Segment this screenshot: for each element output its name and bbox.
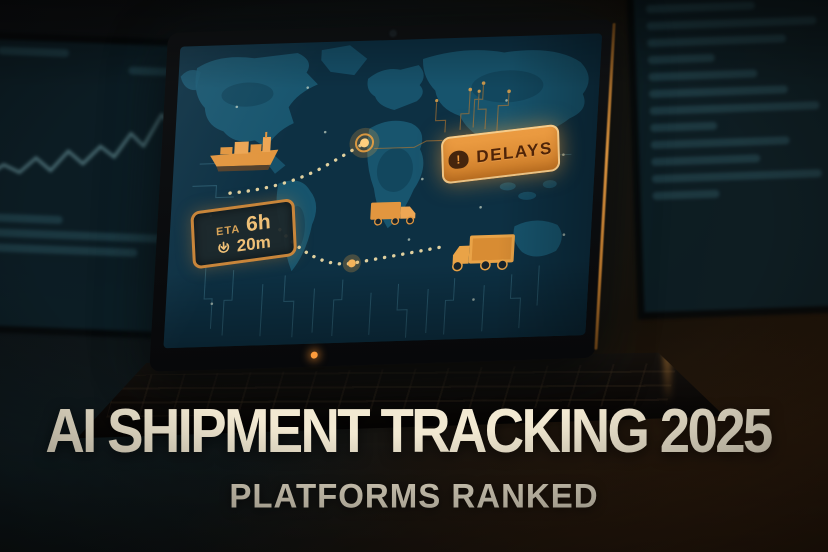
headline-subtitle: PLATFORMS RANKED [229,476,599,515]
webcam-icon [390,30,396,37]
blurred-text-row [650,136,790,150]
blurred-text-row [0,228,172,244]
alert-cloud-icon: ! [448,148,469,170]
blurred-text-row [650,121,718,133]
blurred-text-row [651,154,761,167]
blurred-text-row [647,53,716,65]
blurred-text-row [0,46,70,58]
headline-title: AI SHIPMENT TRACKING 2025 [45,397,773,466]
blurred-text-row [652,189,720,201]
delivery-truck-icon [452,234,515,272]
power-indicator-dot [310,351,318,359]
shipment-map-screen: ! DELAYS ETA 6h 20m [163,33,603,349]
blurred-text-row [0,213,64,225]
arrival-arrow-icon [218,241,230,253]
glow-node-secondary [342,254,361,273]
blurred-text-row [651,169,823,184]
blurred-text-row [0,243,138,257]
eta-hours: 6h [245,209,272,236]
blurred-text-row [649,101,820,116]
blurred-text-row [647,34,786,48]
blurred-text-row [646,16,817,31]
eta-minutes: 20m [236,231,272,256]
blurred-text-row [648,85,788,99]
world-map [180,45,589,338]
delivery-truck-icon [370,201,416,226]
blurred-text-row [648,69,758,82]
laptop-screen: ! DELAYS ETA 6h 20m [149,18,614,372]
background-monitor-right [626,0,828,320]
blurred-text-row [645,1,755,14]
delays-label: DELAYS [476,137,554,166]
